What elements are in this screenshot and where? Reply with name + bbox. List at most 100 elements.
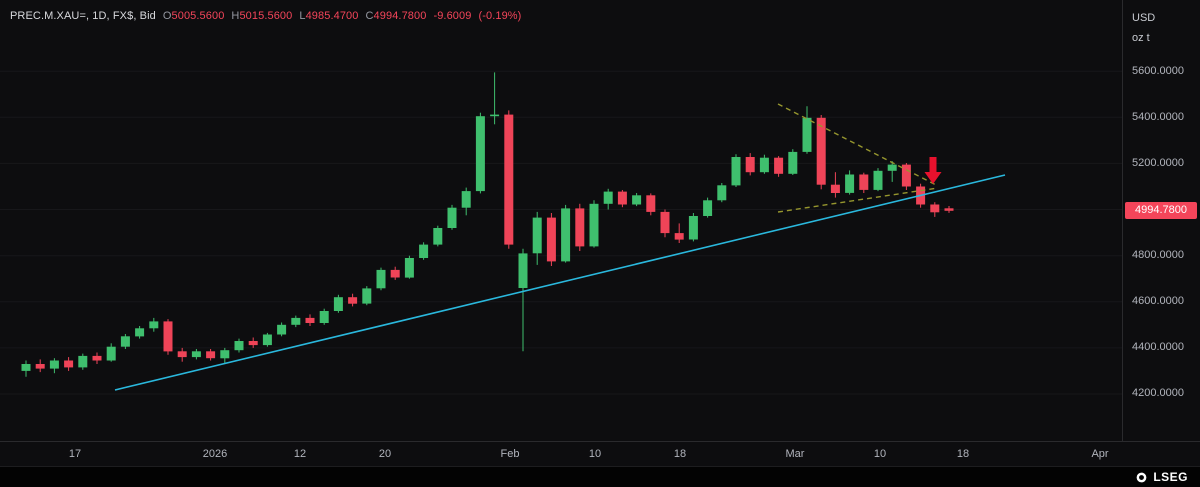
candle [433,225,443,247]
candle [731,154,741,187]
candle [632,193,642,207]
candle [561,204,571,263]
open-label: O [162,10,172,22]
candle [532,211,542,265]
candle [319,308,329,325]
candle [674,223,684,243]
candle [234,338,244,353]
time-axis-label: 18 [673,448,687,460]
candle [447,204,457,230]
price-axis-label: 4600.0000 [1132,295,1184,308]
low-label: L [299,10,306,22]
candle [518,248,528,352]
candle [78,353,88,370]
candle [21,360,31,377]
candle [475,112,485,194]
candle [901,163,911,190]
candle [49,358,59,374]
candle [64,357,74,371]
candle [348,293,358,307]
candle [859,172,869,193]
candle [262,332,272,347]
candle [603,188,613,210]
price-axis[interactable]: USD oz t 5600.00005400.00005200.00005000… [1122,0,1200,441]
time-axis-label: 12 [293,448,307,460]
candle [887,161,897,182]
legend-title: PREC.M.XAU=, 1D, FX$, Bid [10,10,156,22]
candle [688,213,698,242]
axis-unit-label: oz t [1132,32,1150,44]
candle [660,209,670,238]
candle [646,193,656,216]
high-label: H [231,10,240,22]
candle [930,202,940,217]
high-value: 5015.5600 [239,10,293,22]
candle [333,294,343,313]
candle [774,156,784,177]
time-axis-label: Apr [1091,448,1109,460]
time-axis-label: 2026 [202,448,228,460]
candle [376,267,386,291]
close-label: C [365,10,374,22]
candle [390,266,400,280]
candle [617,190,627,208]
chart-legend: PREC.M.XAU=, 1D, FX$, Bid O5005.5600 H5015… [10,10,521,22]
candle [504,110,514,249]
time-axis-label: Mar [785,448,805,460]
candle [120,334,130,349]
chart-canvas[interactable]: PREC.M.XAU=, 1D, FX$, Bid O5005.5600 H5015… [0,0,1122,441]
candle [589,200,599,248]
candle [461,187,471,216]
candle [717,183,727,203]
footer-bar: LSEG [0,466,1200,487]
down-arrow-annotation [924,157,942,184]
candle [703,197,713,218]
candle [206,349,216,361]
candle [177,347,187,362]
lseg-logo: LSEG [1135,470,1188,484]
time-axis-label: 20 [378,448,392,460]
time-axis-label: 10 [873,448,887,460]
low-value: 4985.4700 [305,10,359,22]
open-value: 5005.5600 [171,10,225,22]
price-axis-label: 4800.0000 [1132,249,1184,262]
candle [106,343,116,362]
candle [362,286,372,306]
candle [830,172,840,198]
support-trendline [114,174,1006,391]
candle [248,337,258,348]
time-axis-label: Feb [500,448,520,460]
time-axis[interactable]: 17 2026 12 20 Feb 10 18 Mar 10 18 Apr [0,441,1200,466]
candle [291,315,301,328]
change-value: -9.6009 [433,10,472,22]
candle [149,317,159,332]
last-price-badge: 4994.7800 [1125,202,1197,220]
candle [546,213,556,266]
candle [163,319,173,355]
candle [35,359,45,373]
axis-units: USD oz t [1132,8,1155,48]
lseg-emblem-icon [1136,472,1147,482]
triangle-upper-line [777,103,939,187]
candle [944,206,954,213]
price-axis-label: 5200.0000 [1132,156,1184,169]
candle [802,106,812,154]
candle [816,115,826,190]
price-axis-label: 4200.0000 [1132,387,1184,400]
candlestick-chart[interactable] [0,0,1122,441]
candle [305,314,315,326]
price-axis-label: 5600.0000 [1132,64,1184,77]
candle [92,352,102,364]
candle [220,347,230,364]
candle [277,322,287,337]
time-axis-label: 10 [588,448,602,460]
candle [404,255,414,279]
candle [575,203,585,251]
candle [873,168,883,192]
candle [490,72,500,125]
price-axis-label: 5400.0000 [1132,110,1184,123]
candle [135,326,145,339]
close-value: 4994.7800 [373,10,427,22]
candle [845,170,855,195]
